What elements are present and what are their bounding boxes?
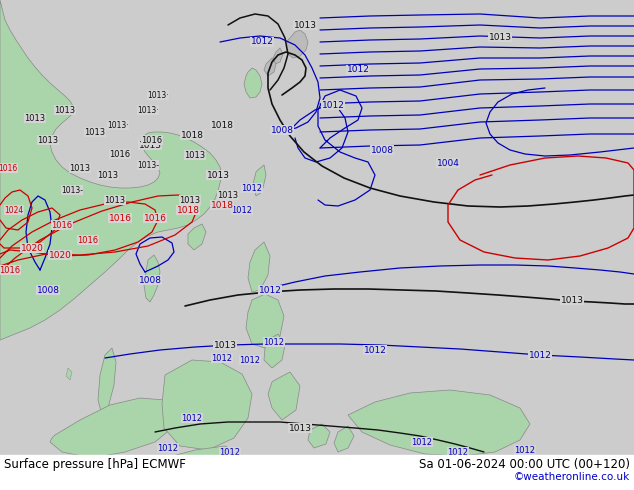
Text: 1008: 1008 bbox=[271, 125, 294, 134]
Text: 1013: 1013 bbox=[84, 127, 106, 137]
Text: 1013: 1013 bbox=[138, 141, 162, 149]
Polygon shape bbox=[188, 224, 206, 250]
Text: 1013·: 1013· bbox=[137, 105, 158, 115]
Text: 1013: 1013 bbox=[37, 136, 58, 145]
Text: 1018: 1018 bbox=[210, 200, 233, 210]
Text: 1013: 1013 bbox=[105, 196, 126, 204]
Text: 1013: 1013 bbox=[98, 171, 119, 179]
Text: 1013: 1013 bbox=[184, 150, 205, 160]
Text: 1012: 1012 bbox=[448, 447, 469, 457]
Text: 1013: 1013 bbox=[560, 295, 583, 304]
Text: 1013: 1013 bbox=[70, 164, 91, 172]
Text: Sa 01-06-2024 00:00 UTC (00+120): Sa 01-06-2024 00:00 UTC (00+120) bbox=[419, 458, 630, 471]
Text: 1012: 1012 bbox=[231, 205, 252, 215]
Text: 1012: 1012 bbox=[321, 100, 344, 109]
Text: 1012: 1012 bbox=[515, 445, 536, 455]
Text: 1013: 1013 bbox=[207, 171, 230, 179]
Text: 1012: 1012 bbox=[157, 443, 179, 452]
Text: 1012: 1012 bbox=[181, 414, 202, 422]
Polygon shape bbox=[66, 368, 72, 380]
Text: 1013-: 1013- bbox=[137, 161, 159, 170]
Polygon shape bbox=[98, 348, 116, 415]
Polygon shape bbox=[273, 48, 283, 64]
Text: 1020: 1020 bbox=[49, 250, 72, 260]
Text: 1016: 1016 bbox=[108, 214, 131, 222]
Polygon shape bbox=[334, 426, 354, 452]
Polygon shape bbox=[264, 334, 285, 368]
Text: 1013-: 1013- bbox=[61, 186, 83, 195]
Text: 1012: 1012 bbox=[264, 338, 285, 346]
Text: 1012: 1012 bbox=[250, 38, 273, 47]
Text: 1018: 1018 bbox=[210, 121, 233, 129]
Polygon shape bbox=[165, 446, 240, 468]
Text: 1013·: 1013· bbox=[107, 121, 129, 129]
Text: 1016: 1016 bbox=[143, 214, 167, 222]
Polygon shape bbox=[162, 360, 252, 450]
Bar bbox=[0, 455, 634, 490]
Text: 1020: 1020 bbox=[20, 244, 44, 252]
Text: 1013·: 1013· bbox=[147, 91, 169, 99]
Text: 1016: 1016 bbox=[51, 220, 72, 229]
Text: 1008: 1008 bbox=[37, 286, 60, 294]
Text: 1012: 1012 bbox=[219, 447, 240, 457]
Text: 1012: 1012 bbox=[363, 345, 387, 354]
Text: 1016: 1016 bbox=[110, 149, 131, 158]
Text: 1004: 1004 bbox=[437, 158, 460, 168]
Polygon shape bbox=[268, 372, 300, 420]
Text: 1013: 1013 bbox=[489, 32, 512, 42]
Text: 1012: 1012 bbox=[240, 356, 261, 365]
Polygon shape bbox=[50, 398, 178, 458]
Text: 1008: 1008 bbox=[370, 146, 394, 154]
Text: 1012: 1012 bbox=[242, 183, 262, 193]
Polygon shape bbox=[248, 242, 270, 292]
Polygon shape bbox=[244, 68, 262, 98]
Polygon shape bbox=[264, 58, 276, 76]
Text: 1013: 1013 bbox=[288, 423, 311, 433]
Text: 1012: 1012 bbox=[212, 353, 233, 363]
Text: 1013: 1013 bbox=[217, 191, 238, 199]
Polygon shape bbox=[246, 294, 284, 348]
Polygon shape bbox=[144, 255, 160, 302]
Polygon shape bbox=[0, 0, 222, 340]
Polygon shape bbox=[253, 165, 266, 196]
Text: 1008: 1008 bbox=[138, 275, 162, 285]
Polygon shape bbox=[348, 390, 530, 456]
Text: ©weatheronline.co.uk: ©weatheronline.co.uk bbox=[514, 472, 630, 482]
Polygon shape bbox=[286, 30, 308, 58]
Text: 1013: 1013 bbox=[294, 21, 316, 29]
Text: 1013: 1013 bbox=[179, 196, 200, 204]
Polygon shape bbox=[308, 424, 330, 448]
Text: 1012: 1012 bbox=[411, 438, 432, 446]
Text: 1012: 1012 bbox=[529, 350, 552, 360]
Text: 1013: 1013 bbox=[55, 105, 75, 115]
Text: 1018: 1018 bbox=[176, 205, 200, 215]
Text: 1013: 1013 bbox=[25, 114, 46, 122]
Text: Surface pressure [hPa] ECMWF: Surface pressure [hPa] ECMWF bbox=[4, 458, 186, 471]
Text: 1012: 1012 bbox=[347, 66, 370, 74]
Text: 1013: 1013 bbox=[214, 341, 236, 349]
Text: 1024: 1024 bbox=[4, 205, 23, 215]
Text: 1016: 1016 bbox=[0, 266, 20, 274]
Text: 1012: 1012 bbox=[259, 286, 281, 294]
Text: 1018: 1018 bbox=[181, 130, 204, 140]
Text: 1016: 1016 bbox=[141, 136, 162, 145]
Text: 1016: 1016 bbox=[0, 164, 18, 172]
Text: 1016: 1016 bbox=[77, 236, 98, 245]
